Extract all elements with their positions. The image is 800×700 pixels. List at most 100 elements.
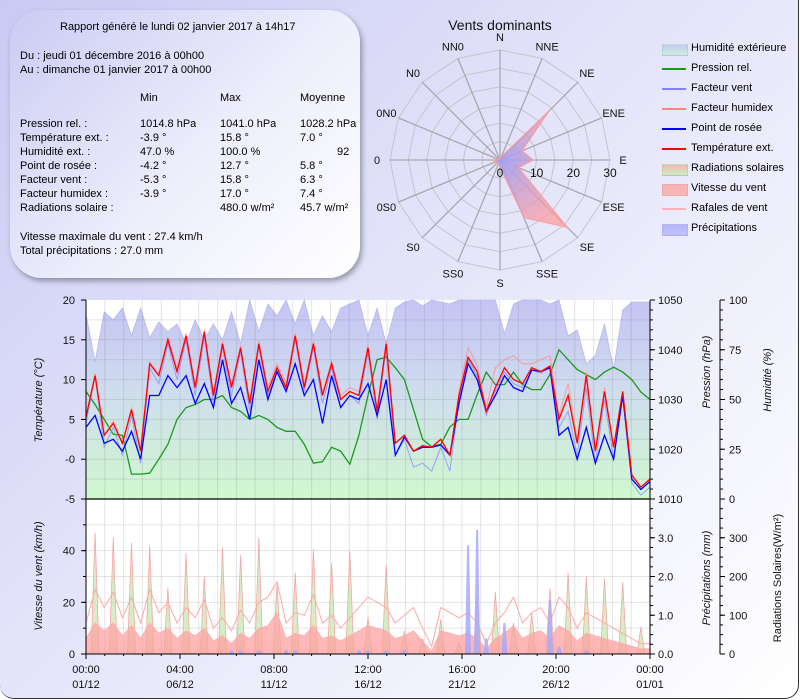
y2-tick-label: 3.0 [658,533,673,545]
summary-panel: Rapport généré le lundi 02 janvier 2017 … [10,10,360,278]
humidex-line [85,329,651,488]
legend-item[interactable]: Facteur vent [660,82,798,96]
y2-tick-label: 1030 [658,395,682,407]
x-tick-date: 06/12 [166,679,194,691]
legend-item[interactable]: Humidité extérieure [660,42,798,56]
x-tick-date: 21/12 [448,679,476,691]
row-avg: 6.3 ° [300,174,323,186]
row-min: -3.9 ° [140,132,167,144]
radar-point [495,160,498,163]
legend-label: Température ext. [691,142,774,154]
legend-item[interactable]: Point de rosée [660,122,798,136]
legend-label: Pression rel. [691,62,753,74]
legend-item[interactable]: Température ext. [660,142,798,156]
precipitation-bar [401,650,408,654]
row-max: 100.0 % [220,146,261,158]
legend-item[interactable]: Rafales de vent [660,202,798,216]
radar-spoke [398,117,501,161]
precipitation-axis-title: Précipitations (mm) [701,530,713,625]
precipitation-bar [283,650,290,654]
row-avg: 45.7 w/m² [300,202,349,214]
row-max: 480.0 w/m² [220,202,275,214]
radar-tick-label: 20 [567,166,581,180]
x-tick-date: 16/12 [354,679,382,691]
radar-tick-label: 30 [603,166,617,180]
row-max: 15.8 ° [220,132,249,144]
radar-point [498,157,501,160]
radar-spoke [398,159,501,203]
row-avg: 1028.2 hPa [300,118,357,130]
legend-swatch [662,108,686,110]
precipitation-bar [237,650,244,654]
radar-direction-label: SE [580,242,595,254]
legend-label: Radiations solaires [691,162,784,174]
y2-tick-label: 1010 [658,494,682,506]
y3-tick-label: 25 [729,444,741,456]
legend-item[interactable]: Facteur humidex [660,102,798,116]
precipitation-bar [583,650,590,654]
radar-tick-label: 10 [530,166,544,180]
row-max: 17.0 ° [220,188,249,200]
x-tick-date: 26/12 [542,679,570,691]
radar-direction-label: S [496,278,503,290]
y2-tick-label: 1.0 [658,610,673,622]
radar-direction-label: N0 [406,68,420,80]
legend-item[interactable]: Radiations solaires [660,162,798,176]
radar-spoke [499,58,543,161]
wind-axis-title: Vitesse du vent (km/h) [33,521,45,631]
radar-direction-label: ENE [602,108,625,120]
radar-point [523,216,525,219]
legend-item[interactable]: Pression rel. [660,62,798,76]
precipitation-bar [255,650,262,654]
temperature-axis-title: Température (°C) [33,357,45,442]
legend-label: Rafales de vent [691,202,768,214]
row-label: Facteur vent : [20,174,88,186]
x-tick-time: 12:00 [354,664,382,676]
row-min: -3.9 ° [140,188,167,200]
x-tick-date: 01/12 [72,679,100,691]
dewpoint-line [85,359,651,491]
y3-tick-label: 100 [729,295,747,307]
radar-point [566,226,569,229]
radar-direction-label: 0N0 [376,108,396,120]
header-avg: Moyenne [300,92,346,104]
legend-item[interactable]: Précipitations [660,222,798,236]
row-label: Facteur humidex : [20,188,109,200]
legend-item[interactable]: Vitesse du vent [660,182,798,196]
x-tick-time: 16:00 [448,664,476,676]
radar-spoke [421,159,501,239]
precipitation-bar [365,650,371,654]
legend-label: Précipitations [691,222,758,234]
precipitation-bar [228,650,235,654]
y-tick-label: -0 [65,454,75,466]
y-tick-label: 20 [63,295,75,307]
radar-tick-label: 0 [497,166,504,180]
radar-direction-label: 0 [374,155,380,167]
humidity-axis-title: Humidité (%) [762,348,774,412]
legend-swatch [662,88,686,90]
precipitation-bar [474,530,481,654]
legend-swatch [662,44,688,56]
y3-tick-label: 100 [729,610,747,622]
precipitation-bar [292,650,299,654]
legend-label: Facteur humidex [691,102,773,114]
legend-swatch [662,208,686,210]
x-tick-time: 08:00 [260,664,288,676]
radar-direction-label: NN0 [442,41,464,53]
precipitation-bar [501,623,508,654]
y2-tick-label: 2.0 [658,572,673,584]
legend-swatch [662,128,686,130]
radar-spoke [457,159,501,262]
wind-speed-area [85,611,651,655]
radar-title: Vents dominants [448,17,552,33]
row-max: 15.8 ° [220,174,249,186]
precipitation-bar [546,599,553,654]
row-avg: 7.0 ° [300,132,323,144]
total-precipitation: Total précipitations : 27.0 mm [20,245,164,257]
pressure-axis-title: Pression (hPa) [701,335,713,408]
header-max: Max [220,92,241,104]
radar-direction-label: S0 [406,242,419,254]
legend-label: Vitesse du vent [691,182,767,194]
